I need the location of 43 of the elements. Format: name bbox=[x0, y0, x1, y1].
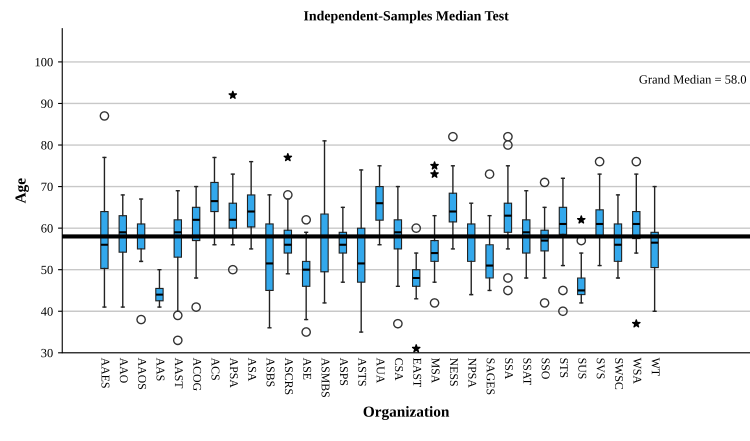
y-tick-label: 40 bbox=[40, 307, 53, 316]
x-tick-label: ASPS bbox=[340, 358, 348, 386]
x-tick-label: ASBS bbox=[266, 358, 274, 386]
x-tick-label: AAST bbox=[174, 358, 183, 388]
y-tick-label: 70 bbox=[42, 182, 53, 192]
x-tick-label: SSAT bbox=[523, 358, 532, 386]
x-tick-label: AUA bbox=[376, 358, 384, 384]
x-tick-label: SSO bbox=[542, 358, 550, 379]
y-tick-label: 100 bbox=[36, 58, 53, 66]
x-tick-label: WSA bbox=[633, 358, 642, 384]
x-tick-label: SWSC bbox=[614, 358, 623, 390]
y-tick-label: 30 bbox=[41, 348, 53, 358]
x-tick-label: ASE bbox=[303, 358, 312, 380]
x-tick-label: SAGES bbox=[486, 358, 495, 394]
y-tick-label: 90 bbox=[41, 99, 53, 108]
x-axis-title: Organization bbox=[364, 406, 450, 420]
y-tick-label: 50 bbox=[41, 266, 53, 274]
y-tick-label: 60 bbox=[41, 224, 53, 233]
x-tick-label: SSA bbox=[504, 358, 513, 380]
x-tick-label: STS bbox=[560, 358, 568, 378]
x-tick-label: ASCRS bbox=[284, 358, 293, 394]
x-tick-label: EAST bbox=[413, 358, 422, 387]
y-axis-title: Age bbox=[15, 178, 29, 204]
x-tick-label: ASMBS bbox=[322, 358, 330, 397]
x-tick-label: NESS bbox=[450, 358, 458, 386]
x-tick-label: ACOG bbox=[193, 358, 202, 391]
x-tick-label: AAES bbox=[101, 358, 110, 388]
x-tick-label: ASA bbox=[248, 358, 256, 382]
x-tick-label: APSA bbox=[230, 358, 238, 388]
x-tick-label: AAOS bbox=[138, 358, 146, 390]
x-tick-label: ACS bbox=[212, 358, 220, 380]
x-tick-label: CSA bbox=[394, 358, 403, 381]
x-tick-label: SUS bbox=[578, 358, 586, 379]
x-tick-label: ASTS bbox=[358, 358, 366, 386]
x-tick-label: WT bbox=[652, 358, 660, 376]
x-tick-label: MSA bbox=[432, 358, 440, 384]
x-tick-label: NPSA bbox=[468, 358, 476, 388]
x-tick-label: SVS bbox=[596, 358, 605, 379]
ref-line-label: Grand Median = 58.0 bbox=[639, 74, 746, 84]
x-tick-label: AAO bbox=[120, 358, 128, 383]
y-tick-label: 80 bbox=[41, 141, 53, 150]
chart-title: Independent-Samples Median Test bbox=[304, 10, 509, 24]
x-tick-label: AAS bbox=[156, 358, 164, 381]
